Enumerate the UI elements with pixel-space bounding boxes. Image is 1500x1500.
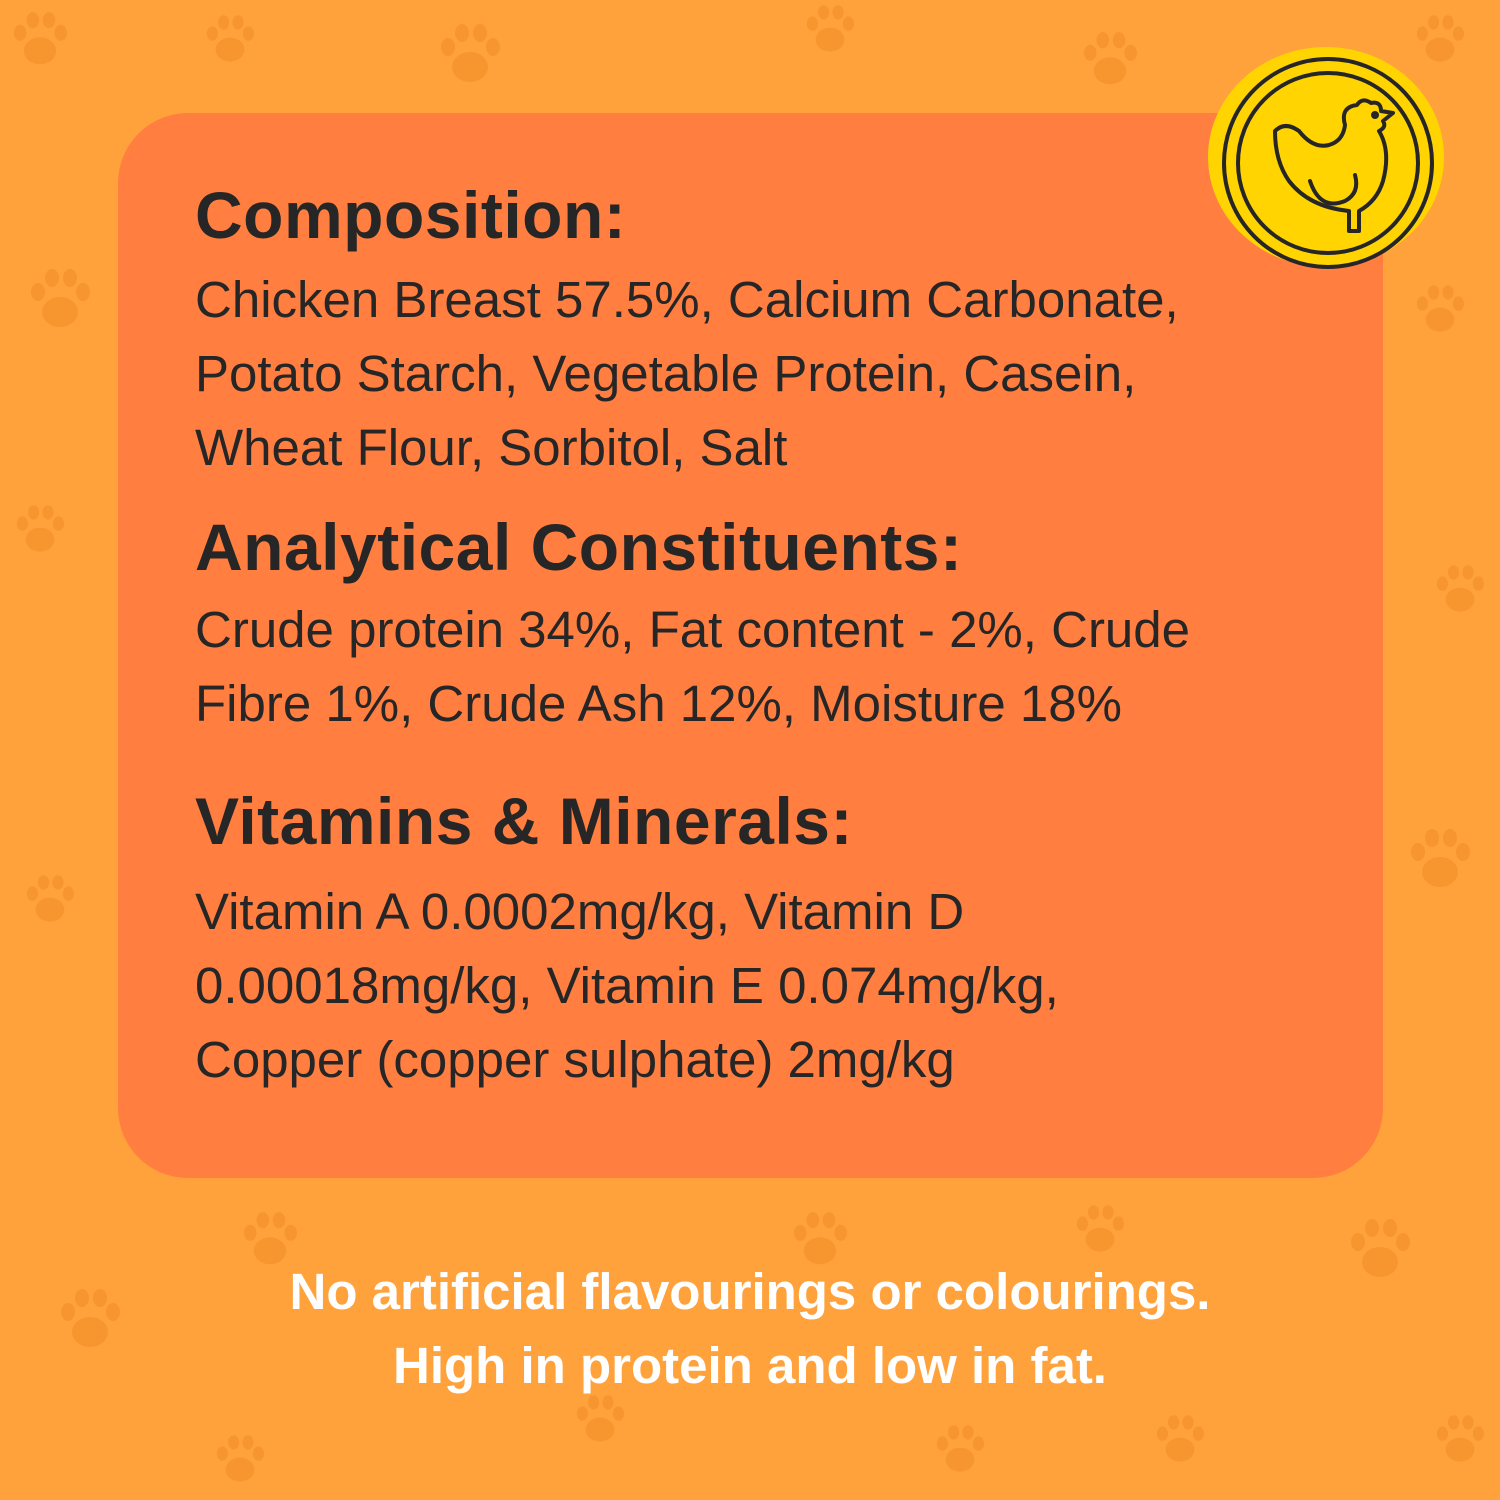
text-line: Fibre 1%, Crude Ash 12%, Moisture 18% [195,675,1122,732]
paw-print-icon [1428,1408,1492,1477]
paw-print-icon [1148,1408,1212,1477]
paw-print-icon [1068,1198,1132,1267]
text-line: Chicken Breast 57.5%, Calcium Carbonate, [195,271,1179,328]
footer-line: High in protein and low in fat. [393,1337,1107,1394]
paw-print-icon [208,1428,272,1497]
paw-print-icon [20,260,100,345]
footer-line: No artificial flavourings or colourings. [289,1263,1211,1320]
vitamins-heading: Vitamins & Minerals: [195,784,853,858]
analytical-heading: Analytical Constituents: [195,510,963,584]
composition-heading: Composition: [195,178,627,252]
paw-print-icon [1428,558,1492,627]
paw-print-icon [784,1204,856,1281]
text-line: 0.00018mg/kg, Vitamin E 0.074mg/kg, [195,957,1059,1014]
paw-print-icon [50,1280,130,1365]
paw-print-icon [430,15,510,100]
paw-print-icon [198,8,262,77]
paw-print-icon [4,4,76,81]
paw-print-icon [568,1388,632,1457]
paw-print-icon [8,498,72,567]
text-line: Vitamin A 0.0002mg/kg, Vitamin D [195,883,965,940]
paw-print-icon [1408,278,1472,347]
text-line: Wheat Flour, Sorbitol, Salt [195,419,788,476]
paw-print-icon [1074,24,1146,101]
paw-print-icon [1408,8,1472,77]
paw-print-icon [1400,820,1480,905]
vitamins-text: Vitamin A 0.0002mg/kg, Vitamin D 0.00018… [195,875,1325,1097]
paw-print-icon [928,1418,992,1487]
paw-print-icon [234,1204,306,1281]
composition-text: Chicken Breast 57.5%, Calcium Carbonate,… [195,263,1325,485]
info-card [118,113,1383,1178]
paw-print-icon [18,868,82,937]
paw-print-icon [1340,1210,1420,1295]
text-line: Crude protein 34%, Fat content - 2%, Cru… [195,601,1191,658]
analytical-text: Crude protein 34%, Fat content - 2%, Cru… [195,593,1325,741]
text-line: Copper (copper sulphate) 2mg/kg [195,1031,955,1088]
badge-blob [1208,47,1444,267]
chicken-icon [1222,57,1434,269]
paw-print-icon [798,0,862,67]
info-content: Composition: Chicken Breast 57.5%, Calci… [195,175,1325,1097]
chicken-badge [1208,47,1444,269]
footer-claims: No artificial flavourings or colourings.… [0,1255,1500,1403]
text-line: Potato Starch, Vegetable Protein, Casein… [195,345,1137,402]
